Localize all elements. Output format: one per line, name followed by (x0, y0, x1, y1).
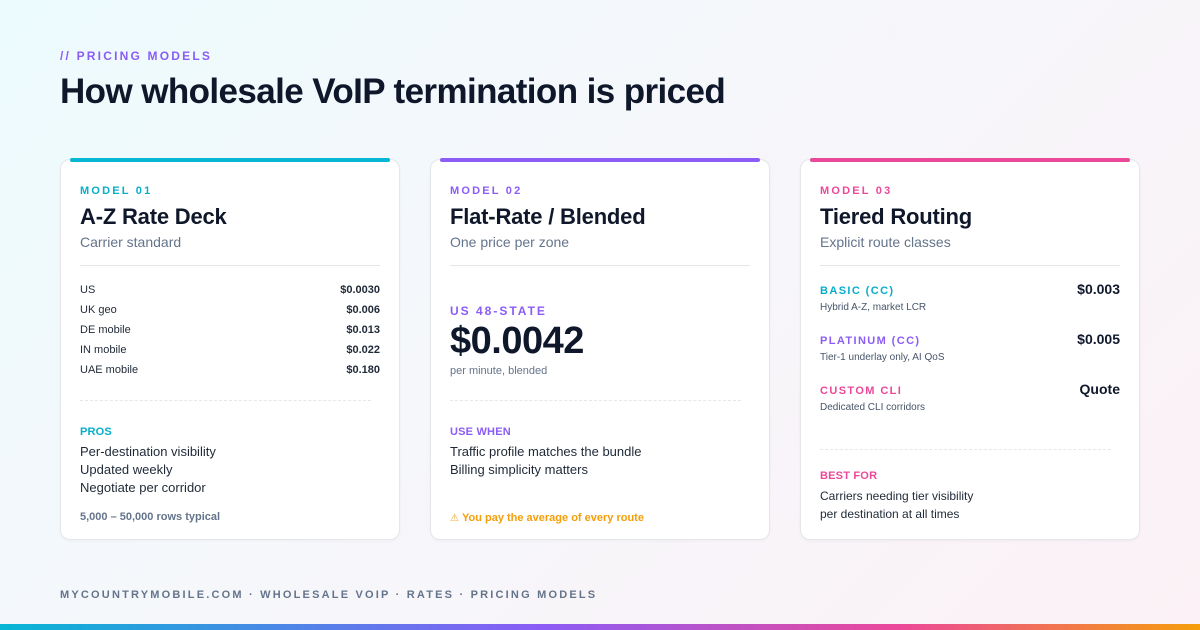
card-subtitle: One price per zone (450, 234, 570, 250)
tier-platinum: PLATINUM (CC) Tier-1 underlay only, AI Q… (820, 331, 1120, 375)
rate-row: DE mobile $0.013 (80, 320, 380, 340)
card-title: Tiered Routing (820, 204, 973, 229)
use-when-list: Traffic profile matches the bundle Billi… (450, 443, 750, 479)
rate-value: $0.013 (346, 324, 380, 336)
list-item: Carriers needing tier visibility (820, 489, 974, 503)
model-label: MODEL 02 (450, 185, 523, 197)
pros-list: Per-destination visibility Updated weekl… (80, 443, 380, 497)
tier-description: Dedicated CLI corridors (820, 402, 926, 413)
list-item: Per-destination visibility (80, 444, 216, 459)
card-accent-bar (70, 158, 390, 162)
dashed-divider (80, 400, 371, 401)
card-subtitle: Carrier standard (80, 234, 182, 250)
best-for-label: BEST FOR (820, 470, 878, 482)
rate-destination: UK geo (80, 304, 117, 316)
rate-row: UAE mobile $0.180 (80, 360, 380, 380)
card-title: Flat-Rate / Blended (450, 204, 646, 229)
rate-destination: UAE mobile (80, 364, 139, 376)
tier-basic: BASIC (CC) Hybrid A-Z, market LCR $0.003 (820, 281, 1120, 325)
card-flat-rate-blended: MODEL 02 Flat-Rate / Blended One price p… (430, 158, 770, 540)
tier-name: PLATINUM (CC) (820, 335, 921, 347)
rows-footnote: 5,000 – 50,000 rows typical (80, 511, 221, 523)
list-item: Billing simplicity matters (450, 462, 588, 477)
best-for-list: Carriers needing tier visibility per des… (820, 487, 1120, 523)
card-subtitle: Explicit route classes (820, 234, 951, 250)
tier-name: CUSTOM CLI (820, 385, 903, 397)
warning-note: ⚠ You pay the average of every route (450, 512, 644, 524)
divider (450, 265, 750, 266)
tier-price: $0.003 (1077, 281, 1120, 297)
model-label: MODEL 03 (820, 185, 893, 197)
list-item: per destination at all times (820, 507, 960, 521)
model-label: MODEL 01 (80, 185, 153, 197)
card-accent-bar (440, 158, 760, 162)
rate-value: $0.022 (346, 344, 380, 356)
list-item: Updated weekly (80, 462, 173, 477)
rate-destination: US (80, 284, 96, 296)
warning-text: You pay the average of every route (461, 512, 644, 524)
tier-custom-cli: CUSTOM CLI Dedicated CLI corridors Quote (820, 381, 1120, 425)
card-az-rate-deck: MODEL 01 A-Z Rate Deck Carrier standard … (60, 158, 400, 540)
tier-name: BASIC (CC) (820, 285, 895, 297)
rate-row: US $0.0030 (80, 280, 380, 300)
divider (820, 265, 1120, 266)
rate-destination: DE mobile (80, 324, 131, 336)
tier-price: $0.005 (1077, 331, 1120, 347)
page-title: How wholesale VoIP termination is priced (60, 72, 726, 111)
rate-value: $0.0030 (340, 284, 380, 296)
blended-price: $0.0042 (450, 320, 584, 362)
use-when-label: USE WHEN (450, 426, 511, 438)
eyebrow-label: // PRICING MODELS (60, 49, 213, 63)
rate-row: UK geo $0.006 (80, 300, 380, 320)
tier-price: Quote (1079, 381, 1120, 397)
rate-row: IN mobile $0.022 (80, 340, 380, 360)
tier-description: Hybrid A-Z, market LCR (820, 302, 927, 313)
gradient-bottom-bar (0, 624, 1200, 630)
price-caption: per minute, blended (450, 365, 548, 377)
list-item: Traffic profile matches the bundle (450, 444, 642, 459)
warning-icon: ⚠ (450, 513, 459, 524)
rate-table: US $0.0030 UK geo $0.006 DE mobile $0.01… (80, 280, 380, 380)
price-zone-label: US 48-STATE (450, 304, 547, 318)
dashed-divider (820, 449, 1111, 450)
rate-value: $0.180 (346, 364, 380, 376)
footer-breadcrumb: MYCOUNTRYMOBILE.COM · WHOLESALE VOIP · R… (60, 589, 598, 601)
card-title: A-Z Rate Deck (80, 204, 227, 229)
pros-label: PROS (80, 426, 112, 438)
rate-value: $0.006 (346, 304, 380, 316)
tier-description: Tier-1 underlay only, AI QoS (820, 352, 945, 363)
card-accent-bar (810, 158, 1130, 162)
dashed-divider (450, 400, 741, 401)
divider (80, 265, 380, 266)
list-item: Negotiate per corridor (80, 480, 206, 495)
rate-destination: IN mobile (80, 344, 127, 356)
card-tiered-routing: MODEL 03 Tiered Routing Explicit route c… (800, 158, 1140, 540)
